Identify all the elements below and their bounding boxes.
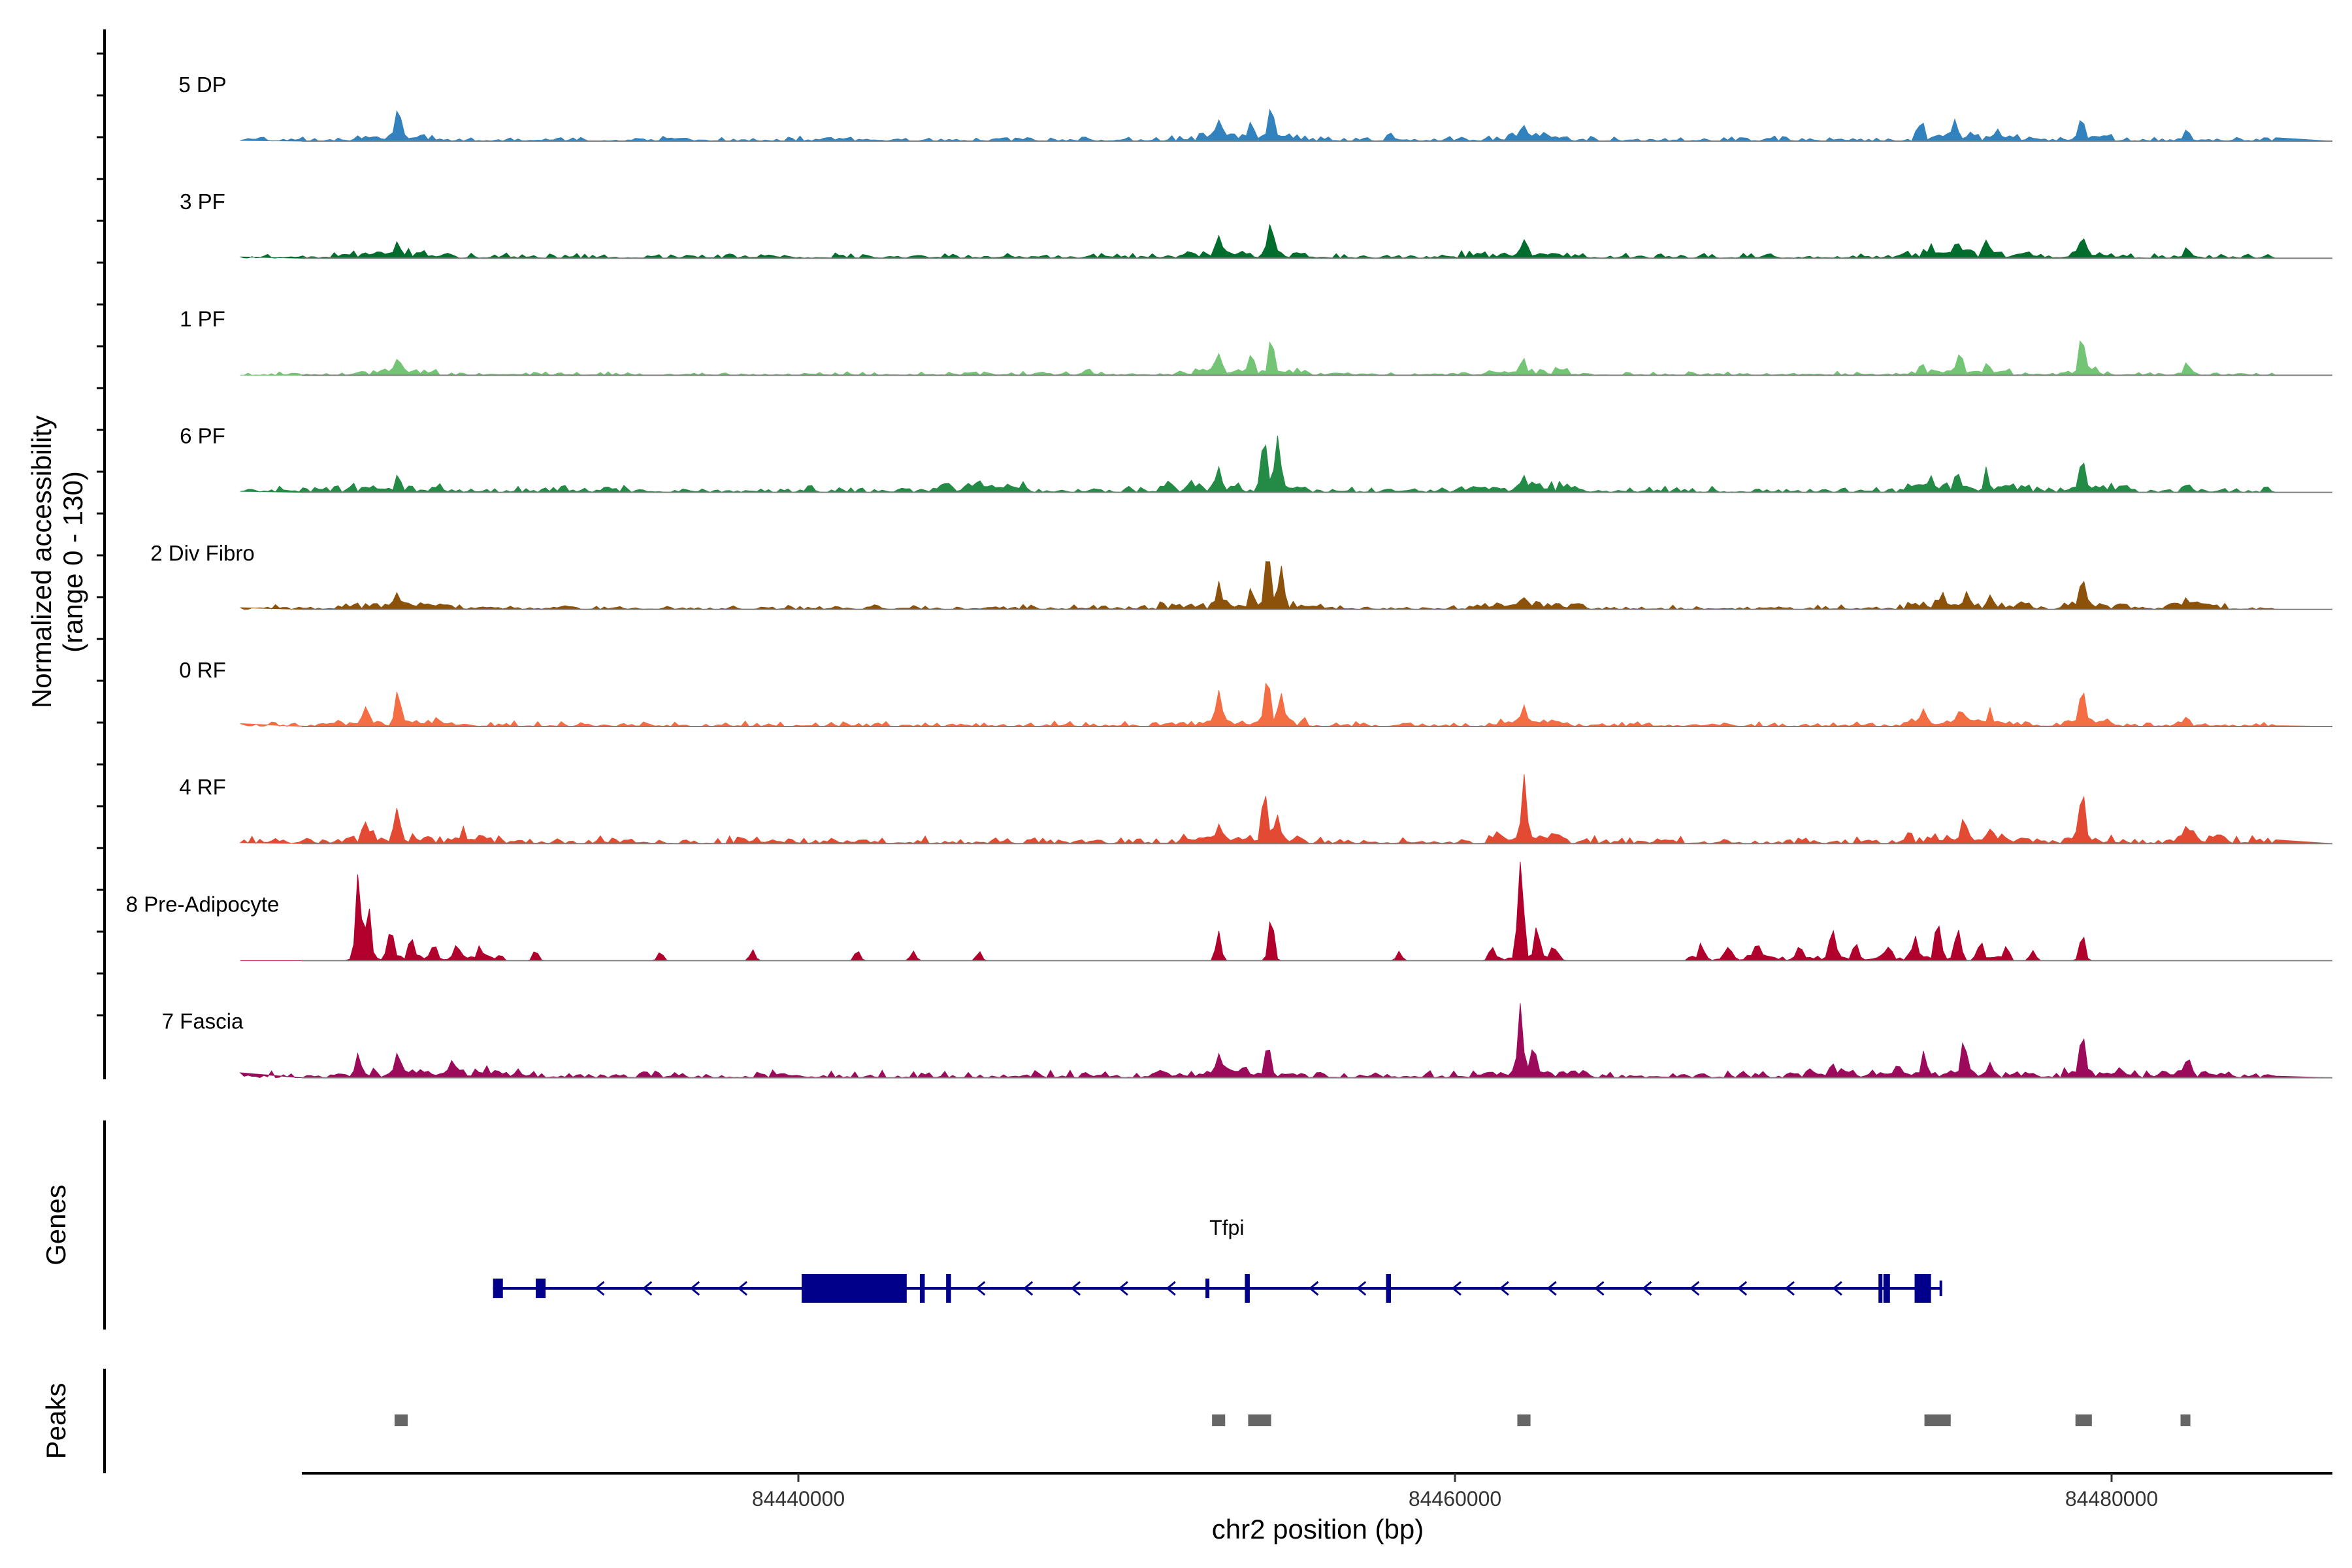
- x-axis-tick-label: 84480000: [2065, 1487, 2158, 1511]
- strand-arrow: [1594, 1281, 1605, 1296]
- strand-arrow: [1832, 1281, 1842, 1296]
- track-6-pf: 6 PF: [180, 424, 2333, 493]
- strand-arrow: [1784, 1281, 1795, 1296]
- track-2-div-fibro: 2 Div Fibro: [150, 541, 2333, 610]
- gene-annotation-track: Tfpi: [493, 1216, 1942, 1303]
- coverage-area: [240, 108, 2333, 142]
- exon-block: [1386, 1274, 1392, 1303]
- x-axis-tick-label: 84440000: [752, 1487, 845, 1511]
- exon-block: [536, 1279, 546, 1298]
- coverage-area: [240, 224, 2332, 259]
- strand-arrow: [1499, 1281, 1509, 1296]
- exon-block: [1205, 1279, 1210, 1298]
- exon-block: [1245, 1274, 1250, 1303]
- strand-arrow: [1689, 1281, 1700, 1296]
- track-label: 2 Div Fibro: [150, 541, 255, 565]
- exon-block: [493, 1279, 503, 1298]
- strand-arrow: [642, 1281, 653, 1296]
- peak-region: [2075, 1414, 2092, 1426]
- strand-arrow: [1737, 1281, 1748, 1296]
- strand-arrow: [689, 1281, 700, 1296]
- gene-name-label: Tfpi: [1209, 1216, 1244, 1239]
- coverage-area: [240, 340, 2333, 376]
- coverage-tracks: 5 DP 3 PF 1 PF 6 PF 2 Div Fibro 0 RF 4 RF 8 Pre…: [126, 73, 2333, 1079]
- peak-region: [1212, 1414, 1226, 1426]
- exon-block: [919, 1274, 925, 1303]
- peak-region: [2180, 1414, 2191, 1426]
- strand-arrow: [975, 1281, 986, 1296]
- exon-block: [946, 1274, 951, 1303]
- coverage-area: [239, 774, 2333, 844]
- track-1-pf: 1 PF: [180, 306, 2333, 376]
- track-label: 7 Fascia: [162, 1009, 244, 1034]
- peak-region: [1517, 1414, 1531, 1426]
- peak-region: [1924, 1414, 1951, 1426]
- x-axis-tick-label: 84460000: [1409, 1487, 1501, 1511]
- strand-arrow: [1070, 1281, 1081, 1296]
- track-5-dp: 5 DP: [178, 73, 2333, 142]
- track-4-rf: 4 RF: [179, 774, 2333, 845]
- strand-arrow: [1642, 1281, 1652, 1296]
- coverage-area: [240, 682, 2333, 727]
- track-8-pre-adipocyte: 8 Pre-Adipocyte: [126, 862, 2332, 962]
- x-axis-label: chr2 position (bp): [1212, 1514, 1424, 1544]
- track-label: 6 PF: [180, 424, 225, 448]
- y-axis-range-label: (range 0 - 130): [57, 471, 88, 653]
- track-label: 0 RF: [179, 658, 226, 682]
- peaks-section-label: Peaks: [41, 1383, 71, 1460]
- strand-arrow: [1166, 1281, 1176, 1296]
- track-7-fascia: 7 Fascia: [162, 1003, 2333, 1079]
- coverage-area: [240, 561, 2333, 610]
- y-axis: [97, 29, 106, 1473]
- strand-arrow: [737, 1281, 748, 1296]
- coverage-area: [240, 435, 2333, 493]
- x-axis: 84440000 84460000 84480000: [302, 1472, 2332, 1511]
- coverage-area: [239, 1003, 2333, 1079]
- exon-block: [1883, 1274, 1890, 1303]
- genes-section-label: Genes: [41, 1184, 71, 1266]
- track-label: 4 RF: [179, 775, 226, 799]
- peak-region: [394, 1414, 408, 1426]
- track-label: 8 Pre-Adipocyte: [126, 892, 280, 916]
- peak-region: [1248, 1414, 1271, 1426]
- track-3-pf: 3 PF: [180, 189, 2332, 259]
- strand-arrow: [1118, 1281, 1128, 1296]
- strand-arrow: [1451, 1281, 1462, 1296]
- coverage-area: [240, 862, 2332, 961]
- track-0-rf: 0 RF: [179, 658, 2333, 727]
- strand-arrow: [1546, 1281, 1557, 1296]
- strand-arrow: [1309, 1281, 1319, 1296]
- exon-block: [1914, 1274, 1931, 1303]
- strand-arrow: [595, 1281, 605, 1296]
- exon-block: [1878, 1274, 1883, 1303]
- track-label: 3 PF: [180, 189, 225, 214]
- strand-arrow: [1356, 1281, 1367, 1296]
- track-label: 5 DP: [178, 73, 226, 97]
- track-label: 1 PF: [180, 306, 225, 331]
- y-axis-label: Normalized accessibility: [26, 416, 57, 708]
- strand-arrow: [1022, 1281, 1034, 1296]
- peaks-track: [394, 1414, 2191, 1426]
- exon-block: [802, 1274, 907, 1303]
